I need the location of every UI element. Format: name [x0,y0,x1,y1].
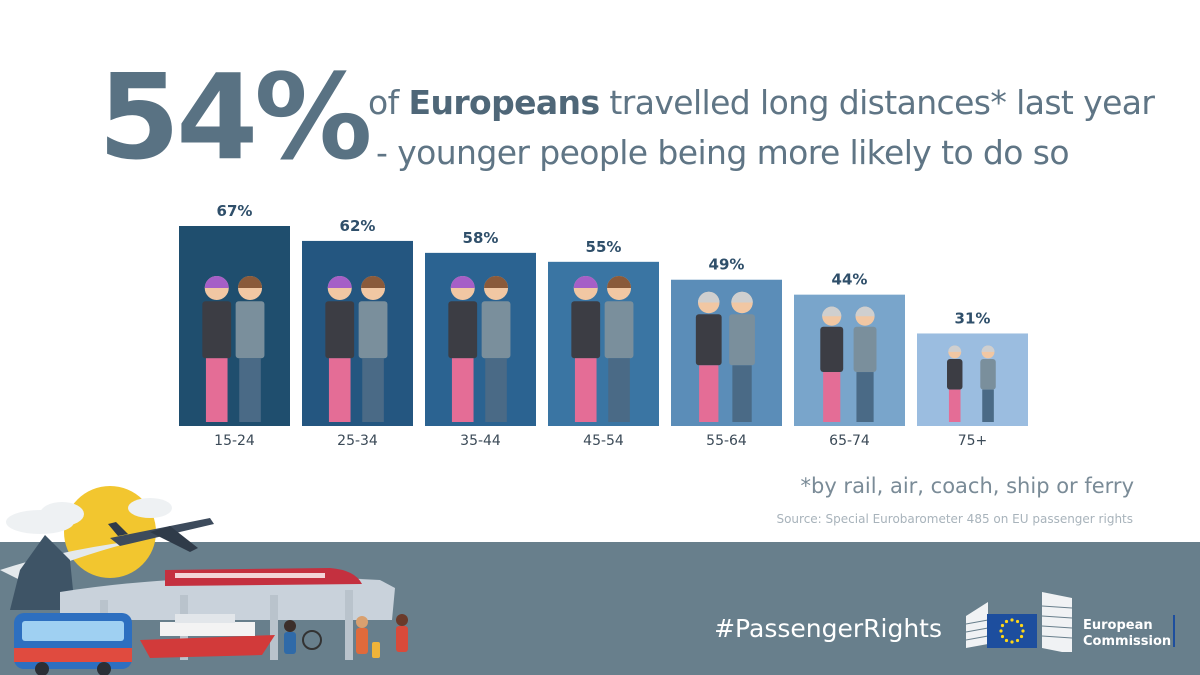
ec-logo-line-2: Commission [1083,634,1172,649]
person-figure-icon [947,345,963,422]
value-label-35-44: 58% [463,229,499,247]
cloud-icon [6,498,172,534]
eu-star-icon [1010,640,1014,644]
person-figure-icon [820,306,844,422]
headline: of Europeans travelled long distances* l… [368,78,1155,178]
value-label-65-74: 44% [832,271,868,289]
ec-logo-divider [1173,615,1175,647]
bar-75+ [917,333,1028,426]
ship-icon [140,614,275,658]
person-figure-icon [571,276,601,422]
value-label-15-24: 67% [217,202,253,220]
european-commission-logo [965,592,1073,652]
bridge-shape [60,576,395,620]
eu-star-icon [1015,619,1020,624]
eu-star-icon [1021,629,1025,633]
eu-stars-icon [999,618,1025,644]
eu-star-icon [1019,623,1024,628]
eu-star-icon [1015,638,1020,643]
bar-15-24 [179,226,290,426]
train-icon [165,568,362,586]
source-note: Source: Special Eurobarometer 485 on EU … [776,512,1133,526]
eu-star-icon [1004,638,1009,643]
person-figure-icon [980,345,996,422]
building-lines [965,605,1073,641]
category-label-35-44: 35-44 [460,433,501,449]
value-label-45-54: 55% [586,238,622,256]
value-label-25-34: 62% [340,217,376,235]
eu-star-icon [999,629,1003,633]
big-percentage: 54% [98,48,372,186]
person-figure-icon [729,291,755,422]
eu-star-icon [1019,634,1024,639]
age-group-bar-chart: 67% 15-24 62% 25-34 58% 35-44 55% 45-54 49% 55-64… [179,202,1028,449]
category-label-75+: 75+ [958,433,988,449]
ec-logo-line-1: European [1083,618,1153,633]
bar-55-64 [671,279,782,426]
headline-suffix: travelled long distances* last year [599,83,1155,122]
eu-star-icon [1004,619,1009,624]
footnote: *by rail, air, coach, ship or ferry [800,474,1135,498]
bar-25-34 [302,240,413,426]
bar-45-54 [548,261,659,426]
person-figure-icon [695,291,722,422]
bar-35-44 [425,252,536,426]
rock-shape [10,535,75,610]
category-label-55-64: 55-64 [706,433,747,449]
value-label-55-64: 49% [709,256,745,274]
eu-star-icon [1000,623,1005,628]
eu-star-icon [1000,634,1005,639]
headline-prefix: of [368,83,409,122]
headline-line-2: - younger people being more likely to do… [376,133,1070,173]
value-label-75+: 31% [955,309,991,327]
category-label-15-24: 15-24 [214,433,255,449]
person-figure-icon [325,276,355,422]
category-label-25-34: 25-34 [337,433,378,449]
person-figure-icon [448,276,478,422]
headline-line-1: of Europeans travelled long distances* l… [368,78,1155,128]
person-figure-icon [202,276,232,422]
travellers-icon [284,614,408,658]
category-label-65-74: 65-74 [829,433,870,449]
person-figure-icon [358,276,388,422]
eu-star-icon [1010,618,1014,622]
bus-icon [14,613,132,675]
person-figure-icon [604,276,634,422]
headline-emphasis: Europeans [408,83,601,122]
airplane-icon [108,518,214,552]
hashtag[interactable]: #PassengerRights [714,614,942,643]
person-figure-icon [853,306,877,422]
category-label-45-54: 45-54 [583,433,624,449]
person-figure-icon [481,276,511,422]
person-figure-icon [235,276,265,422]
bar-65-74 [794,294,905,426]
ec-logo-text: European Commission [1083,618,1171,650]
transport-illustration [0,486,408,675]
